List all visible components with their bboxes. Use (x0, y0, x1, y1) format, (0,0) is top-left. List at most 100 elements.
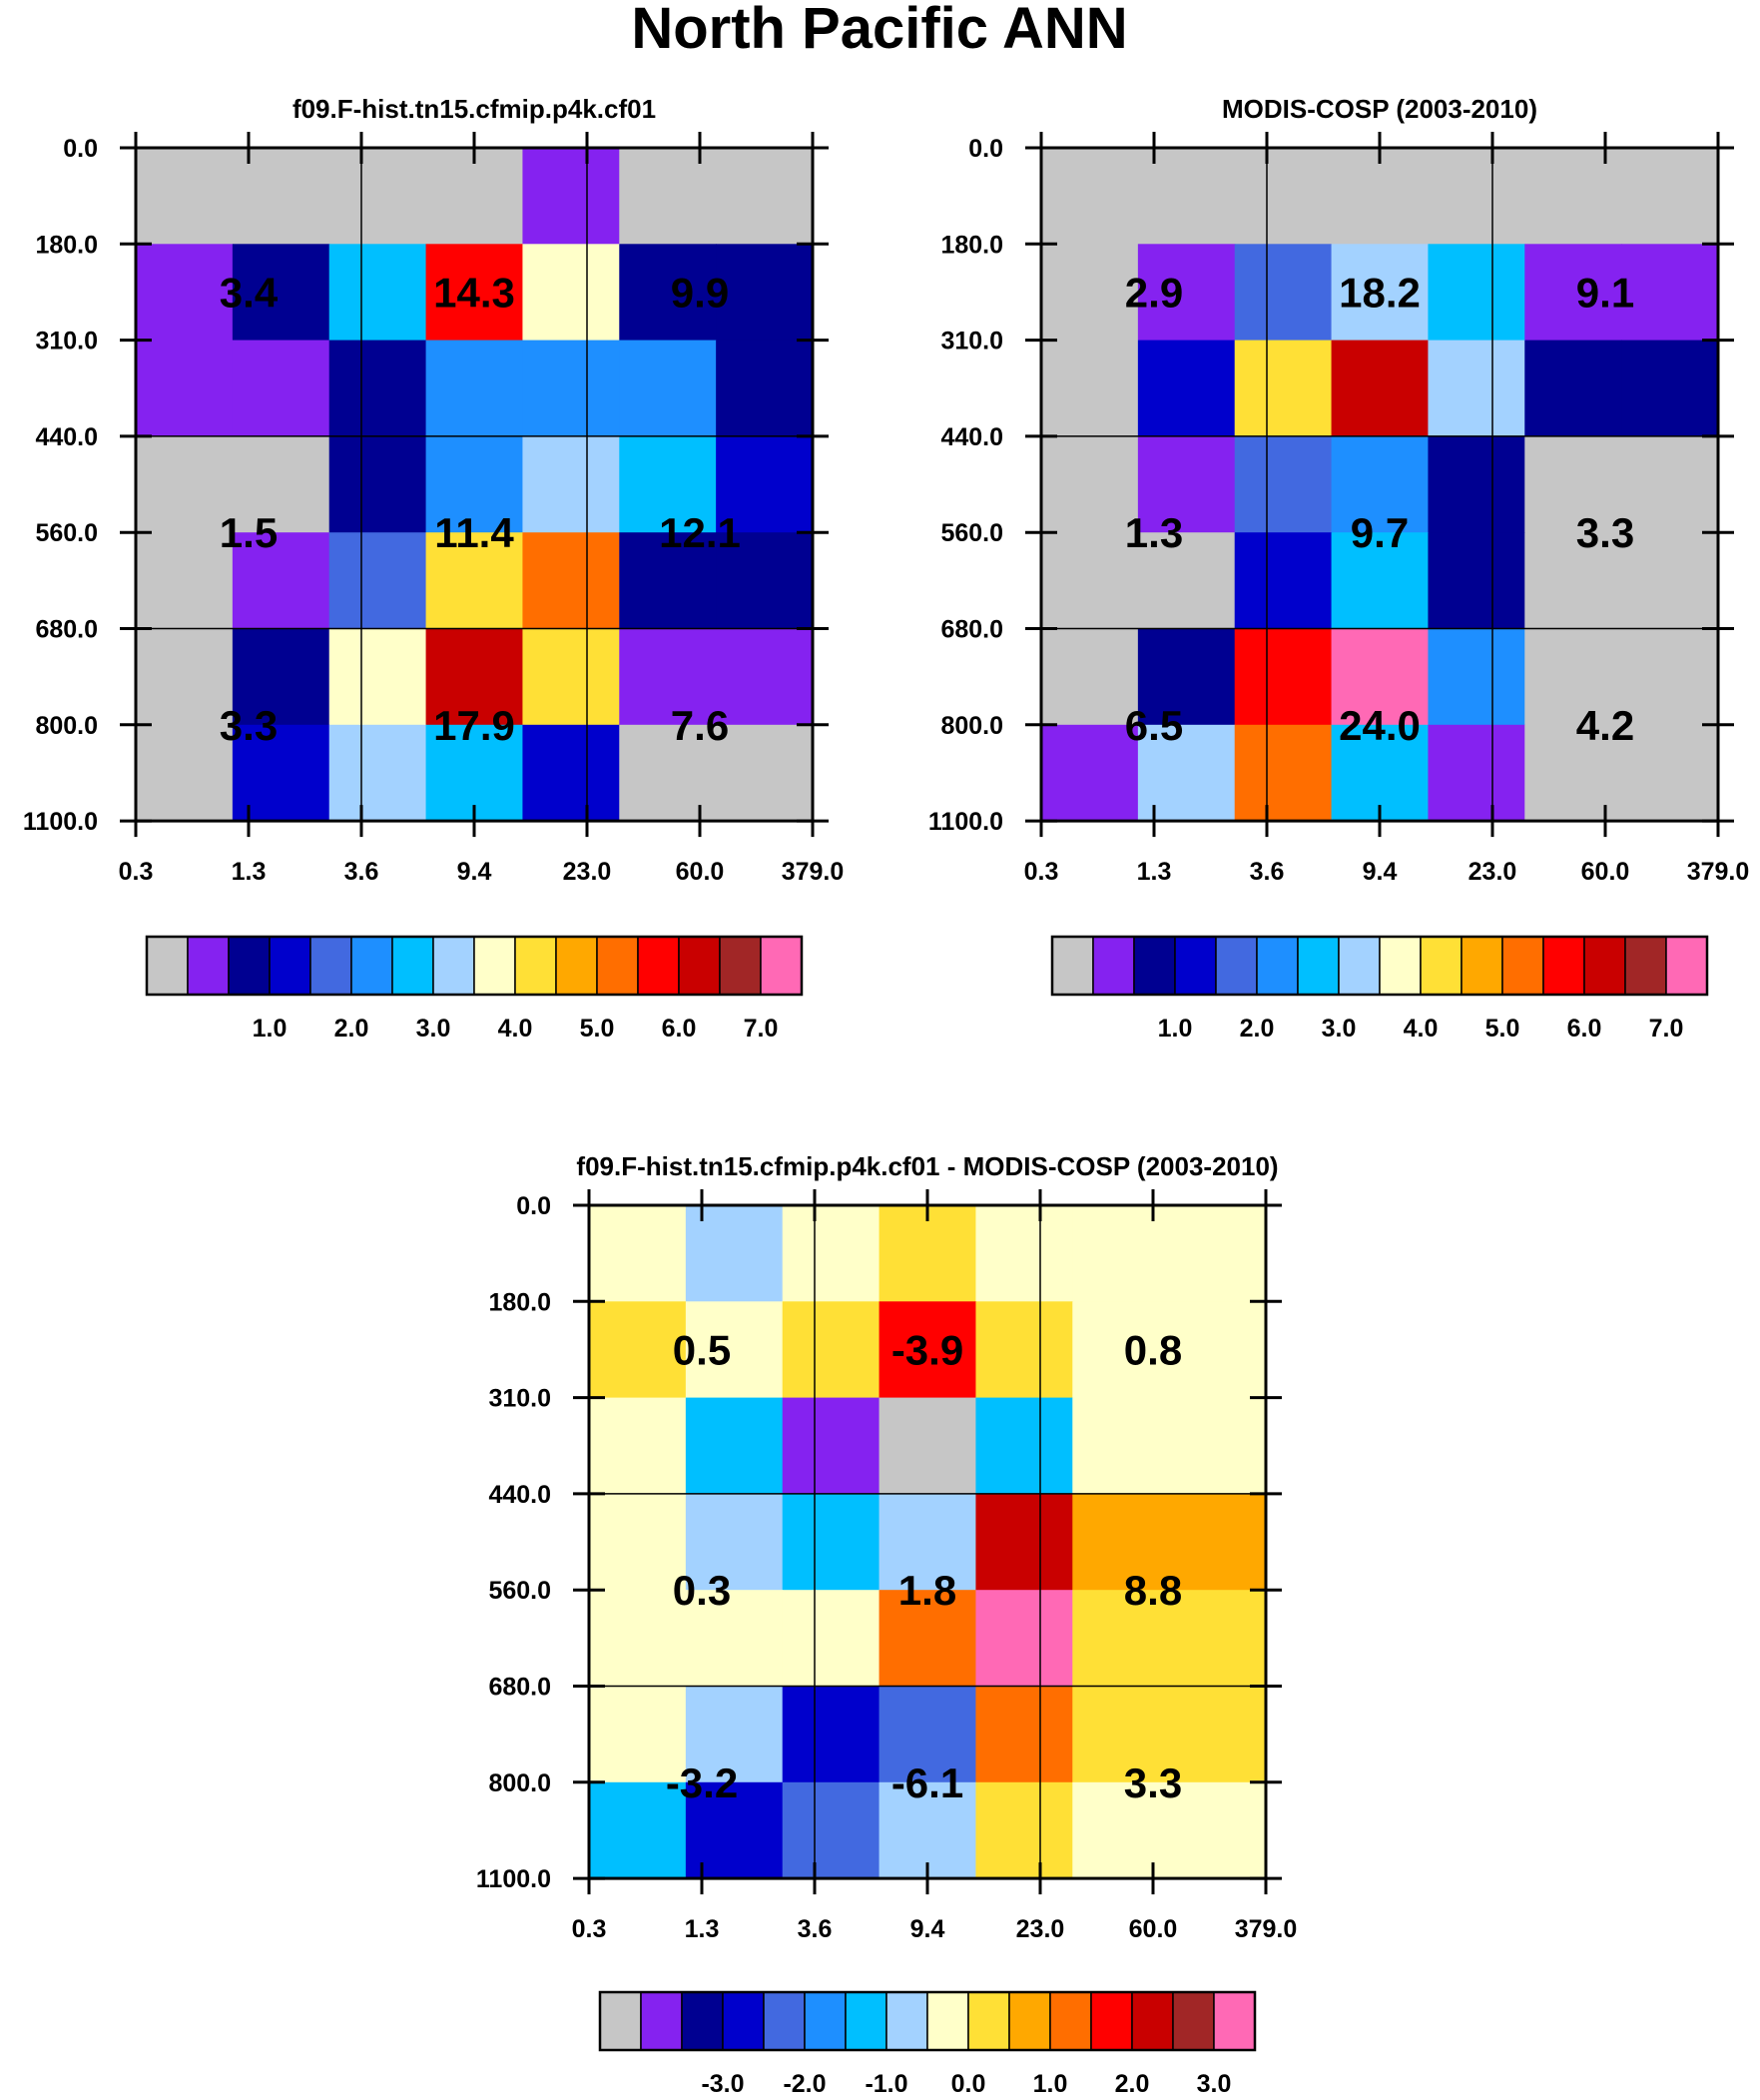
colorbar-label: 1.0 (1158, 1015, 1193, 1043)
colorbar-label: 7.0 (744, 1015, 779, 1043)
colorbar: 1.0 2.0 3.0 4.0 5.0 6.0 7.0 (145, 935, 804, 1043)
colorbar-swatch (1461, 936, 1503, 996)
group-value-label: 1.3 (1125, 509, 1183, 556)
colorbar-swatch (1213, 1991, 1256, 2051)
heatmap-cell (1234, 340, 1333, 437)
heatmap-cell (975, 1301, 1073, 1399)
heatmap-cell (1072, 1397, 1170, 1495)
colorbar-swatch (228, 936, 271, 996)
heatmap-cell (1331, 532, 1430, 630)
colorbar-swatch (1256, 936, 1299, 996)
x-tick-label: 379.0 (782, 858, 845, 886)
colorbar-swatch (926, 1991, 969, 2051)
heatmap-cell (1428, 724, 1525, 822)
heatmap-cell (1428, 532, 1525, 630)
colorbar-swatch (845, 1991, 887, 2051)
colorbar-swatch (967, 1991, 1010, 2051)
group-value-label: 9.7 (1351, 509, 1409, 556)
colorbar-swatch (473, 936, 516, 996)
group-value-label: 8.8 (1124, 1567, 1182, 1614)
group-value-label: 0.8 (1124, 1326, 1182, 1373)
heatmap-cell (1621, 148, 1719, 245)
panel-model: f09.F-hist.tn15.cfmip.p4k.cf01 3.4 14.3 9.… (23, 94, 844, 1043)
group-value-label: 17.9 (433, 702, 515, 749)
heatmap-cell (1041, 532, 1139, 630)
heatmap-cell (975, 1205, 1073, 1302)
heatmap-cell (232, 628, 330, 726)
heatmap-cell (1331, 435, 1430, 533)
colorbar-swatch (1665, 936, 1708, 996)
heatmap-cell (425, 340, 524, 437)
colorbar-swatch (1008, 1991, 1051, 2051)
heatmap-cell (1621, 724, 1719, 822)
y-tick-label: 180.0 (488, 1288, 551, 1316)
colorbar-swatch (804, 1991, 847, 2051)
group-value-label: 4.2 (1576, 702, 1634, 749)
heatmap-cell (232, 435, 330, 533)
heatmap-cells (589, 1205, 1267, 1879)
x-axis-ticks: 0.3 1.3 3.6 9.4 23.0 60.0 379.0 (1024, 132, 1749, 886)
heatmap-cell (136, 244, 234, 342)
heatmap-cell (975, 1686, 1073, 1783)
y-tick-label: 1100.0 (476, 1865, 551, 1893)
y-tick-label: 680.0 (940, 616, 1003, 644)
colorbar-label: 6.0 (662, 1015, 697, 1043)
x-tick-label: 9.4 (457, 858, 492, 886)
heatmap-cell (1428, 435, 1525, 533)
heatmap-cell (1524, 435, 1622, 533)
colorbar-border (598, 1990, 1257, 2052)
heatmap-cell (1524, 532, 1622, 630)
y-tick-label: 180.0 (35, 231, 98, 259)
colorbar-swatch (1090, 1991, 1133, 2051)
x-tick-label: 60.0 (1581, 858, 1630, 886)
colorbar-swatch (1379, 936, 1422, 996)
heatmap-cell (685, 1590, 784, 1688)
heatmap-cell (522, 244, 620, 342)
heatmap-cell (425, 148, 524, 245)
y-tick-label: 0.0 (63, 135, 98, 163)
y-axis-ticks: 0.0 180.0 310.0 440.0 560.0 680.0 800.0 1100.0 (928, 135, 1734, 836)
x-tick-label: 0.3 (1024, 858, 1059, 886)
colorbar-swatch (1624, 936, 1667, 996)
heatmap-cell (1137, 244, 1236, 342)
heatmap-cell (619, 532, 717, 630)
heatmap-cell (1041, 340, 1139, 437)
colorbar-swatch (391, 936, 434, 996)
heatmap-cell (1428, 340, 1525, 437)
heatmap-cell (136, 340, 234, 437)
heatmap-cell (685, 1686, 784, 1783)
heatmap-cell (1041, 148, 1139, 245)
heatmap-cell (619, 340, 717, 437)
group-value-label: 1.8 (898, 1567, 956, 1614)
colorbar-swatch (1049, 1991, 1092, 2051)
heatmap-cell (1041, 435, 1139, 533)
colorbar-swatch (555, 936, 598, 996)
heatmap-cell (328, 148, 427, 245)
heatmap-cell (522, 628, 620, 726)
heatmap-cell (425, 532, 524, 630)
heatmap-cell (1234, 244, 1333, 342)
colorbar-label: 0.0 (951, 2070, 986, 2098)
heatmap-cell (716, 628, 814, 726)
y-tick-label: 800.0 (940, 712, 1003, 740)
heatmap-cell (232, 532, 330, 630)
group-value-label: -3.9 (891, 1326, 963, 1373)
heatmap-cell (1072, 1686, 1170, 1783)
heatmap-cell (879, 1493, 977, 1591)
y-tick-label: 0.0 (968, 135, 1003, 163)
heatmap-cell (589, 1590, 687, 1688)
y-tick-label: 560.0 (35, 519, 98, 547)
colorbar-swatch (514, 936, 557, 996)
colorbar-swatch (760, 936, 803, 996)
colorbar-swatch (187, 936, 230, 996)
heatmap-cell (1331, 148, 1430, 245)
heatmap-cell (716, 724, 814, 822)
colorbar-swatch (432, 936, 475, 996)
group-value-label: -3.2 (666, 1759, 738, 1806)
group-value-label: 3.3 (1576, 509, 1634, 556)
heatmap-cell (782, 1205, 880, 1302)
colorbar-swatch (1051, 936, 1094, 996)
colorbar: -3.0 -2.0 -1.0 0.0 1.0 2.0 3.0 (598, 1990, 1257, 2098)
colorbar-label: 3.0 (1197, 2070, 1232, 2098)
y-tick-label: 1100.0 (23, 808, 98, 836)
